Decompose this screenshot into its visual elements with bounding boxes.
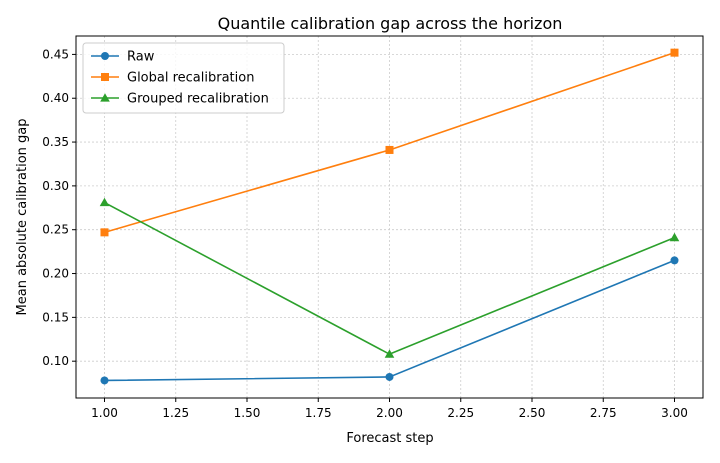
y-tick-label: 0.15: [42, 310, 69, 324]
legend: Raw Global recalibration Grouped recalibra…: [82, 42, 285, 114]
series-3: [99, 197, 680, 358]
legend-marker: [100, 93, 110, 102]
data-point: [385, 372, 394, 381]
y-tick-label: 0.45: [42, 47, 69, 61]
y-axis-label: Mean absolute calibration gap: [15, 119, 30, 316]
x-tick-label: 3.00: [661, 406, 688, 420]
x-axis: 1.00 1.25 1.50 1.75 2.00 2.25 2.50 2.75 3.00: [91, 398, 688, 420]
legend-item: Raw: [91, 50, 155, 65]
data-point: [384, 349, 395, 358]
x-tick-label: 1.50: [234, 406, 261, 420]
legend-label: Raw: [127, 50, 155, 65]
x-tick-label: 2.25: [447, 406, 474, 420]
series-2: [100, 48, 679, 237]
y-tick-label: 0.25: [42, 223, 69, 237]
x-tick-label: 1.00: [91, 406, 118, 420]
legend-item: Grouped recalibration: [91, 92, 269, 107]
legend-marker: [101, 73, 109, 81]
legend-label: Grouped recalibration: [127, 92, 269, 107]
y-axis: 0.10 0.15 0.20 0.25 0.30 0.35 0.40 0.45: [42, 47, 76, 368]
data-point: [670, 48, 679, 57]
data-point: [99, 197, 110, 207]
x-axis-label: Forecast step: [346, 431, 433, 446]
y-tick-label: 0.20: [42, 267, 69, 281]
y-tick-label: 0.30: [42, 179, 69, 193]
legend-marker: [101, 52, 109, 60]
x-tick-label: 2.50: [519, 406, 546, 420]
series-1: [100, 256, 679, 385]
x-tick-label: 1.25: [162, 406, 189, 420]
y-tick-label: 0.35: [42, 135, 69, 149]
x-tick-label: 2.75: [590, 406, 617, 420]
y-tick-label: 0.40: [42, 91, 69, 105]
data-point: [100, 228, 109, 237]
series-layer: [99, 48, 680, 385]
data-point: [385, 145, 394, 154]
legend-item: Global recalibration: [91, 71, 254, 86]
x-tick-label: 2.00: [376, 406, 403, 420]
data-point: [100, 376, 109, 385]
x-tick-label: 1.75: [305, 406, 332, 420]
y-tick-label: 0.10: [42, 354, 69, 368]
data-point: [670, 256, 679, 265]
data-point: [669, 232, 680, 242]
legend-box: [82, 42, 285, 114]
chart-title: Quantile calibration gap across the hori…: [218, 14, 563, 33]
legend-label: Global recalibration: [127, 71, 254, 86]
